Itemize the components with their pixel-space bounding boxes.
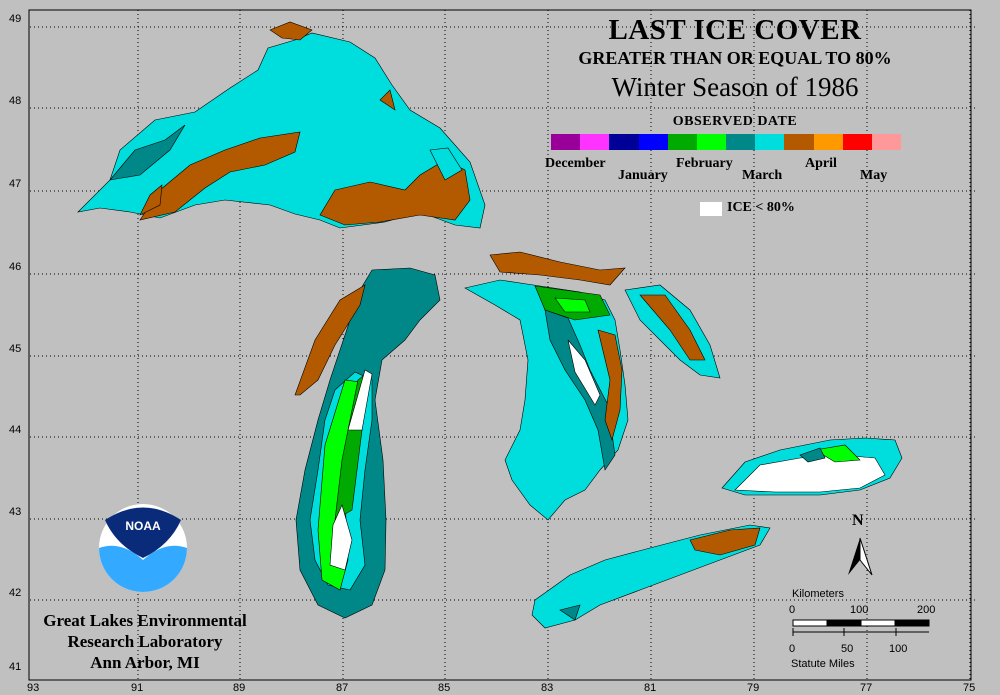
lat-label: 46: [9, 261, 22, 273]
lake-huron: [464, 251, 721, 521]
lon-label: 91: [131, 682, 144, 694]
map-frame: [28, 9, 972, 681]
scale-mi-tick: 100: [889, 643, 908, 655]
legend-month-december: December: [545, 156, 606, 171]
lon-label: 83: [541, 682, 554, 694]
legend-swatch: [726, 134, 756, 150]
scale-mi-tick: 50: [841, 643, 854, 655]
credit-line: Great Lakes Environmental: [43, 611, 247, 630]
lat-label: 45: [9, 343, 22, 355]
lat-label: 49: [9, 13, 22, 25]
legend-swatch: [755, 134, 785, 150]
lat-label: 48: [9, 95, 22, 107]
scale-mi-tick: 0: [789, 643, 796, 655]
scale-mi-title: Statute Miles: [791, 658, 855, 670]
scale-km-tick: 100: [850, 604, 869, 616]
credit-line: Ann Arbor, MI: [90, 653, 200, 672]
lon-label: 77: [860, 682, 873, 694]
legend-swatch: [609, 134, 639, 150]
lat-label: 47: [9, 178, 22, 190]
legend-month-march: March: [742, 168, 783, 183]
graticule: [30, 10, 975, 680]
season-label: Winter Season of 1986: [611, 72, 859, 102]
lake-erie: [531, 524, 771, 629]
credit-block: Great Lakes Environmental Research Labor…: [28, 610, 262, 673]
map-title: LAST ICE COVER: [608, 14, 862, 46]
lat-label: 44: [9, 424, 22, 436]
legend-swatch: [667, 134, 697, 150]
legend-swatch: [696, 134, 727, 150]
lake-ontario: [721, 437, 903, 496]
legend-swatch: [551, 134, 581, 150]
lake-michigan: [294, 267, 441, 619]
noaa-logo-text: NOAA: [125, 519, 161, 533]
legend-swatch: [580, 134, 610, 150]
legend-swatch: [813, 134, 843, 150]
map-subtitle: GREATER THAN OR EQUAL TO 80%: [578, 48, 892, 68]
credit-line: Research Laboratory: [67, 632, 223, 651]
lat-label: 43: [9, 506, 22, 518]
lon-label: 89: [233, 682, 246, 694]
legend-swatch: [638, 134, 668, 150]
lon-label: 85: [438, 682, 451, 694]
north-label: N: [852, 512, 864, 529]
legend-swatch: [871, 134, 902, 150]
lon-label: 87: [336, 682, 349, 694]
ice-less-80-swatch: [700, 202, 722, 216]
legend-swatch: [784, 134, 814, 150]
scale-km-tick: 0: [789, 604, 796, 616]
legend-month-january: January: [618, 168, 668, 183]
scale-km-title: Kilometers: [792, 588, 844, 600]
legend-title: OBSERVED DATE: [672, 114, 798, 129]
legend-swatch: [842, 134, 872, 150]
scale-km-tick: 200: [917, 604, 936, 616]
lake-superior: [77, 21, 486, 229]
scale-bar: [792, 619, 930, 636]
legend-color-bar: [551, 134, 902, 150]
ice-less-80-label: ICE < 80%: [727, 200, 795, 215]
legend-month-may: May: [860, 168, 888, 183]
lon-label: 79: [747, 682, 760, 694]
legend-month-april: April: [805, 156, 837, 171]
noaa-logo: NOAA: [99, 504, 187, 592]
lon-label: 93: [27, 682, 40, 694]
lon-label: 75: [963, 682, 976, 694]
north-arrow-icon: [848, 537, 873, 576]
lat-label: 41: [9, 661, 22, 673]
lon-label: 81: [644, 682, 657, 694]
lat-label: 42: [9, 587, 22, 599]
legend-month-february: February: [676, 156, 733, 171]
